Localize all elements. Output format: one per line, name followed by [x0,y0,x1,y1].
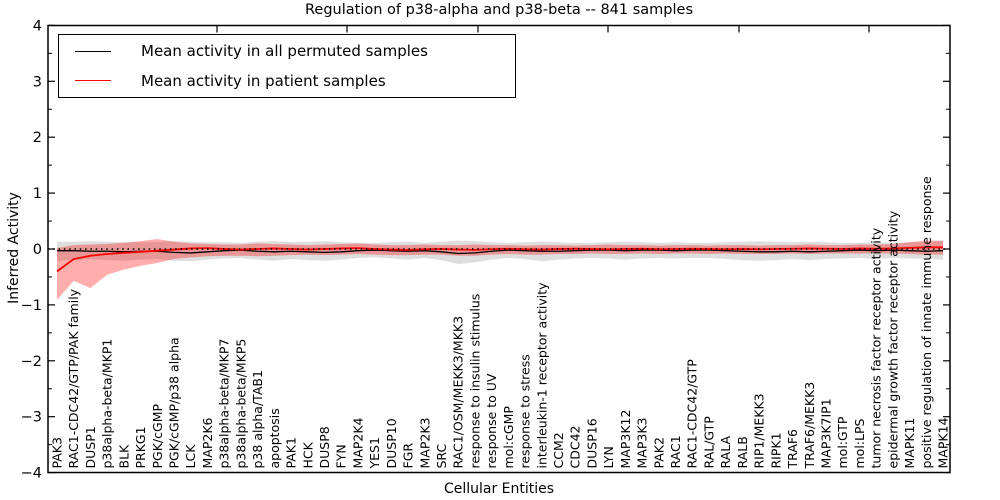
x-category-label: p38alpha-beta/MKP5 [233,339,248,469]
x-category-label: PGK/cGMP [150,404,165,469]
x-category-label: MAPK11 [902,418,917,469]
x-axis-label: Cellular Entities [443,481,555,497]
x-category-label: DUSP16 [584,418,599,468]
x-category-label: apoptosis [267,408,282,468]
legend-item-patient: Mean activity in patient samples [59,68,515,94]
x-category-label: epidermal growth factor receptor activit… [885,210,900,468]
x-category-label: PAK3 [50,437,65,468]
x-category-label: RAC1/OSM/MEKK3/MKK3 [451,316,466,469]
y-tick-label: −2 [21,354,42,370]
x-category-label: DUSP1 [83,426,98,468]
x-category-label: RAL/GTP [701,416,716,469]
x-category-label: mol:GTP [835,416,850,468]
x-category-label: RIPK1 [768,432,783,468]
y-tick-label: 3 [33,74,42,90]
y-tick-label: −3 [21,410,42,426]
x-category-label: RALA [718,436,733,469]
x-category-label: mol:LPS [852,418,867,468]
x-category-label: positive regulation of innate immune res… [919,176,934,468]
permuted-band [57,240,943,265]
x-category-label: LYN [601,446,616,468]
x-category-label: tumor necrosis factor receptor activity [869,227,884,468]
legend-label-patient: Mean activity in patient samples [141,71,386,90]
y-tick-label: 1 [33,186,42,202]
x-category-label: MAP3K3 [635,418,650,469]
x-category-label: TRAF6 [785,429,800,470]
x-category-label: MAP2K4 [350,417,365,468]
permuted-line-sample-icon [75,50,111,52]
x-category-label: MAP2K6 [200,417,215,468]
x-category-label: PAK1 [284,437,299,468]
x-category-label: HCK [300,441,315,468]
x-category-label: p38alpha-beta/MKP7 [217,339,232,469]
x-category-label: CCM2 [551,432,566,468]
x-category-label: mol:cGMP [501,406,516,469]
x-category-label: response to insulin stimulus [467,294,482,469]
x-category-label: CDC42 [568,426,583,469]
x-category-label: RAC1-CDC42/GTP [685,359,700,469]
x-category-label: MAPK14 [936,417,951,468]
patient-line-sample-icon [75,80,111,82]
y-tick-label: 2 [33,130,42,146]
x-category-label: MAP3K12 [618,410,633,469]
x-category-label: LCK [183,444,198,469]
x-category-label: SRC [434,444,449,469]
x-category-label: RALB [735,436,750,468]
x-category-label: interleukin-1 receptor activity [534,282,549,469]
y-tick-label: 4 [33,18,42,34]
permuted-mean-line [57,249,944,255]
x-category-label: MAP3K7IP1 [818,398,833,468]
x-category-label: RAC1 [668,435,683,468]
x-category-label: PGK/cGMP/p38 alpha [167,337,182,468]
x-category-label: BLK [116,444,131,469]
x-category-label: response to UV [484,373,499,468]
x-category-label: FYN [334,444,349,468]
x-category-label: MAP2K3 [417,418,432,469]
y-tick-label: −1 [21,298,42,314]
x-category-label: p38 alpha/TAB1 [250,370,265,468]
x-category-label: TRAF6/MEKK3 [802,382,817,470]
x-category-label: DUSP8 [317,426,332,468]
x-category-label: p38alpha-beta/MKP1 [100,339,115,469]
legend-item-permuted: Mean activity in all permuted samples [59,38,515,64]
patient-band [57,238,943,300]
x-category-label: response to stress [518,354,533,468]
x-category-label: YES1 [367,437,382,469]
x-category-label: FGR [401,443,416,469]
x-category-label: PAK2 [651,437,666,468]
x-category-label: PRKG1 [133,426,148,468]
legend-label-permuted: Mean activity in all permuted samples [141,42,428,61]
x-category-label: RAC1-CDC42/GTP/PAK family [66,288,81,468]
y-tick-label: −4 [21,466,42,482]
y-tick-label: 0 [33,242,42,258]
x-category-label: DUSP10 [384,418,399,468]
y-axis-label: Inferred Activity [6,192,22,304]
chart-title: Regulation of p38-alpha and p38-beta -- … [304,2,694,18]
legend: Mean activity in all permuted samples Me… [58,34,516,98]
x-category-label: RIP1/MEKK3 [752,393,767,468]
